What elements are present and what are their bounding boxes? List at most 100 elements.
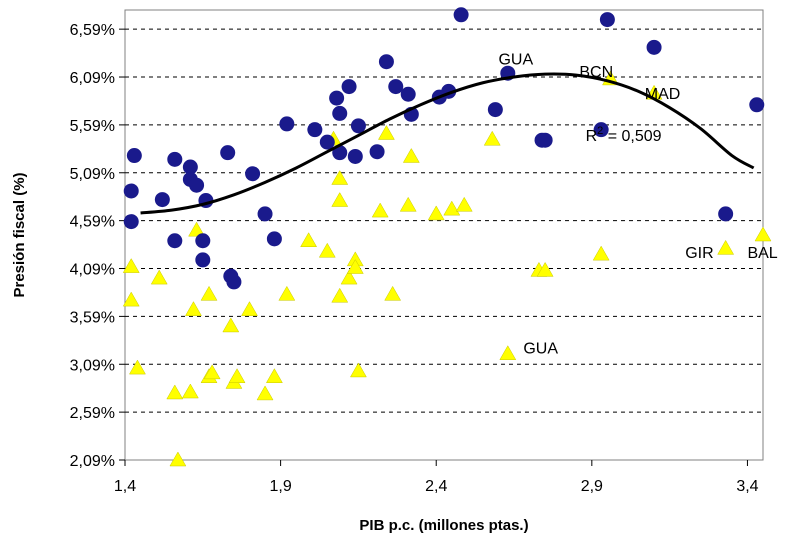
r2-value: = 0,509 — [603, 128, 661, 145]
data-point-triangle — [443, 200, 461, 216]
data-point-circle — [646, 39, 662, 55]
data-point-triangle — [228, 368, 246, 383]
data-point-circle — [453, 7, 469, 23]
point-label: GIR — [685, 245, 713, 262]
data-point-circle — [388, 79, 404, 95]
r-squared-label: R2 = 0,509 — [586, 125, 662, 145]
data-point-triangle — [300, 232, 318, 247]
data-point-circle — [332, 105, 348, 121]
data-point-triangle — [402, 147, 420, 163]
r2-superscript: 2 — [597, 125, 603, 137]
plot-area — [124, 9, 764, 461]
triangle-series — [122, 70, 772, 467]
data-point-triangle — [483, 130, 501, 146]
data-point-triangle — [241, 301, 258, 316]
data-point-circle — [537, 132, 553, 148]
data-point-triangle — [331, 192, 349, 207]
y-tick-label: 4,09% — [70, 262, 115, 279]
data-point-triangle — [331, 287, 349, 303]
data-point-circle — [749, 97, 765, 113]
y-axis: 2,09% 2,59% 3,09% 3,59% 4,09% 4,59% 5,09% 5,59%… — [70, 22, 125, 470]
data-point-circle — [718, 206, 734, 222]
data-point-triangle — [754, 226, 772, 242]
gridlines — [125, 28, 763, 413]
data-point-triangle — [318, 242, 336, 258]
data-point-circle — [350, 118, 366, 134]
x-tick-label: 1,4 — [114, 478, 136, 495]
data-point-triangle — [346, 259, 364, 274]
data-point-triangle — [427, 205, 445, 221]
data-point-triangle — [592, 245, 610, 261]
data-point-circle — [319, 134, 335, 150]
data-point-circle — [220, 145, 236, 161]
y-tick-label: 6,59% — [70, 22, 115, 39]
data-point-circle — [332, 145, 348, 161]
data-point-triangle — [129, 359, 146, 375]
data-point-circle — [123, 214, 139, 230]
data-point-circle — [167, 151, 183, 167]
data-point-circle — [347, 148, 363, 164]
x-tick-label: 2,9 — [581, 478, 603, 495]
y-tick-label: 3,59% — [70, 309, 115, 326]
data-point-triangle — [499, 345, 517, 360]
x-tick-label: 2,4 — [425, 478, 447, 495]
point-labels: GUA BCN MAD GIR BAL GUA — [498, 52, 777, 358]
data-point-triangle — [340, 269, 358, 285]
data-point-circle — [195, 252, 211, 268]
data-point-triangle — [278, 285, 296, 301]
data-point-triangle — [181, 383, 199, 399]
data-point-triangle — [331, 170, 349, 185]
data-point-triangle — [256, 385, 274, 401]
data-point-circle — [341, 79, 357, 95]
data-point-triangle — [150, 269, 168, 285]
data-point-circle — [126, 148, 142, 164]
data-point-circle — [182, 159, 198, 175]
data-point-circle — [123, 183, 139, 199]
data-point-triangle — [222, 317, 240, 333]
data-point-circle — [329, 90, 345, 106]
data-point-triangle — [122, 258, 140, 273]
circle-series — [123, 7, 765, 290]
data-point-triangle — [455, 196, 473, 212]
point-label: MAD — [645, 86, 681, 103]
data-point-triangle — [185, 301, 202, 316]
data-point-circle — [245, 166, 261, 182]
data-point-circle — [378, 54, 394, 70]
data-point-circle — [226, 274, 242, 290]
y-tick-label: 2,59% — [70, 405, 115, 422]
data-point-circle — [369, 144, 385, 160]
data-point-circle — [167, 233, 183, 249]
x-tick-label: 1,9 — [269, 478, 291, 495]
point-label: GUA — [523, 341, 558, 358]
y-tick-label: 4,59% — [70, 214, 115, 231]
data-point-triangle — [265, 368, 283, 383]
data-point-circle — [266, 231, 282, 247]
data-point-circle — [400, 86, 416, 102]
data-point-circle — [279, 116, 295, 132]
data-point-triangle — [169, 451, 187, 467]
point-label: BCN — [579, 64, 613, 81]
y-tick-label: 3,09% — [70, 357, 115, 374]
data-point-circle — [195, 233, 211, 249]
x-axis: 1,4 1,9 2,4 2,9 3,4 — [114, 460, 759, 495]
data-point-circle — [189, 177, 205, 193]
data-point-triangle — [399, 196, 417, 212]
data-point-triangle — [200, 285, 218, 301]
x-tick-label: 3,4 — [736, 478, 758, 495]
x-axis-title: PIB p.c. (millones ptas.) — [359, 517, 528, 534]
point-label: GUA — [498, 52, 533, 69]
data-point-triangle — [384, 285, 402, 301]
data-point-circle — [154, 192, 170, 208]
r2-prefix: R — [586, 128, 598, 145]
data-point-circle — [487, 102, 503, 118]
data-point-circle — [599, 12, 615, 28]
data-point-triangle — [349, 362, 367, 378]
data-point-triangle — [717, 239, 735, 255]
data-point-circle — [257, 206, 273, 222]
point-label: BAL — [747, 245, 777, 262]
y-tick-label: 2,09% — [70, 453, 115, 470]
data-point-triangle — [122, 291, 140, 307]
trendline — [140, 72, 755, 215]
y-tick-label: 6,09% — [70, 70, 115, 87]
